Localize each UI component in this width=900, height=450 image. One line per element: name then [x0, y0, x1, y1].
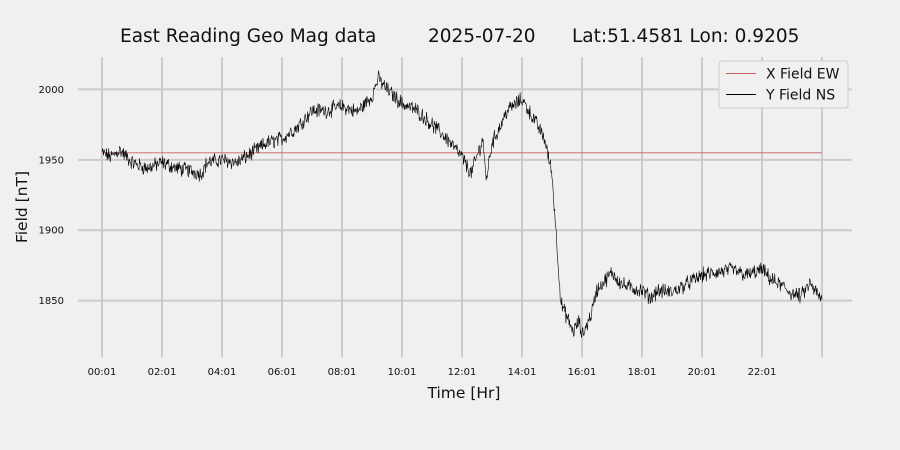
legend-label-y-field: Y Field NS — [765, 88, 835, 104]
x-tick-label: 22:01 — [748, 367, 777, 378]
series-line-y-field — [101, 70, 823, 339]
x-tick-label: 20:01 — [688, 367, 717, 378]
legend-label-x-field: X Field EW — [766, 67, 840, 83]
chart-title-location: Lat:51.4581 Lon: 0.9205 — [572, 26, 799, 47]
y-axis-label: Field [nT] — [13, 171, 31, 243]
grid — [78, 57, 852, 357]
x-tick-label: 12:01 — [448, 367, 477, 378]
x-axis-label: Time [Hr] — [427, 384, 501, 402]
x-tick-label: 18:01 — [628, 367, 657, 378]
y-tick-labels: 1850 1900 1950 2000 — [39, 85, 64, 307]
legend-box — [718, 60, 849, 109]
plot-series — [101, 70, 823, 339]
y-tick-label: 1900 — [39, 226, 64, 237]
chart-title-site: East Reading Geo Mag data — [120, 26, 376, 47]
x-tick-label: 10:01 — [388, 367, 417, 378]
y-tick-label: 2000 — [39, 85, 64, 96]
chart-title-date: 2025-07-20 — [428, 26, 536, 47]
y-tick-label: 1850 — [39, 296, 64, 307]
x-tick-label: 02:01 — [148, 367, 177, 378]
x-tick-label: 14:01 — [508, 367, 537, 378]
x-tick-label: 08:01 — [328, 367, 357, 378]
x-tick-label: 04:01 — [208, 367, 237, 378]
x-tick-label: 06:01 — [268, 367, 297, 378]
x-tick-label: 16:01 — [568, 367, 597, 378]
x-tick-labels: 00:01 02:01 04:01 06:01 08:01 10:01 12:01 14:01… — [88, 367, 777, 378]
x-tick-label: 00:01 — [88, 367, 117, 378]
y-tick-label: 1950 — [39, 155, 64, 166]
legend: X Field EW Y Field NS — [718, 60, 849, 109]
